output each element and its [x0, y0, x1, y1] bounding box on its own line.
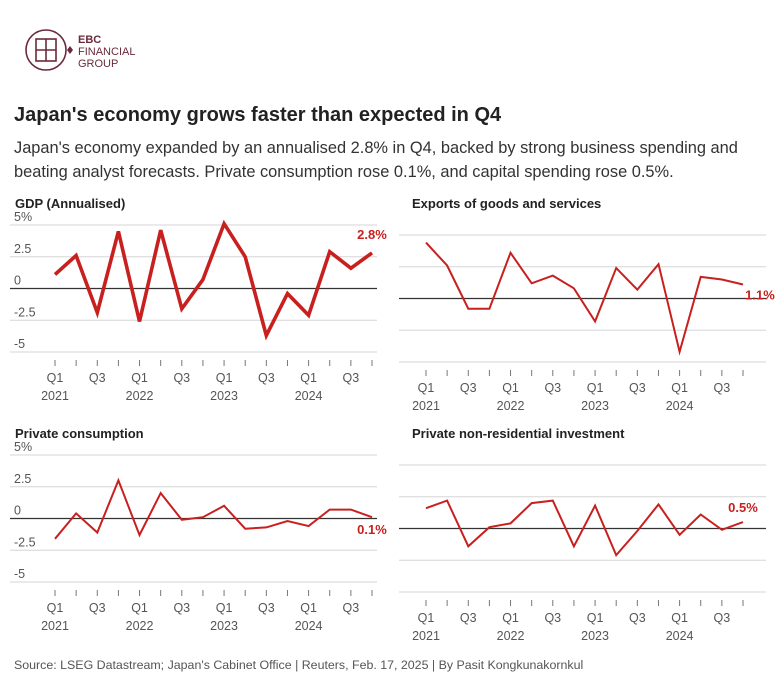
page-title: Japan's economy grows faster than expect…	[14, 104, 502, 126]
x-year-label: 2023	[210, 389, 238, 403]
x-year-label: 2021	[412, 399, 440, 413]
x-tick-label: Q3	[714, 611, 731, 625]
end-value-label: 0.5%	[728, 500, 758, 515]
series-line	[53, 219, 374, 341]
x-tick-label: Q3	[89, 601, 106, 615]
x-tick-label: Q3	[460, 381, 477, 395]
brand-line-3: GROUP	[78, 58, 119, 70]
x-year-label: 2024	[666, 629, 694, 643]
x-year-label: 2021	[412, 629, 440, 643]
ebc-logo	[25, 29, 73, 71]
x-year-label: 2022	[126, 619, 154, 633]
y-tick-label: 5%	[14, 440, 32, 454]
x-tick-label: Q1	[418, 381, 435, 395]
x-tick-label: Q1	[502, 381, 519, 395]
x-tick-label: Q3	[173, 371, 190, 385]
y-tick-label: 2.5	[14, 472, 31, 486]
chart-investment: Private non-residential investment Q1 Q3 Q1…	[399, 426, 766, 643]
x-tick-label: Q3	[629, 611, 646, 625]
x-year-label: 2024	[295, 619, 323, 633]
brand-line-2: FINANCIAL	[78, 46, 136, 58]
x-tick-label: Q1	[418, 611, 435, 625]
x-year-label: 2023	[210, 619, 238, 633]
x-year-label: 2023	[581, 399, 609, 413]
x-tick-label: Q3	[544, 611, 561, 625]
x-tick-label: Q3	[258, 371, 275, 385]
y-tick-label: 2.5	[14, 242, 31, 256]
x-tick-label: Q3	[714, 381, 731, 395]
x-year-label: 2022	[497, 629, 525, 643]
x-tick-label: Q3	[173, 601, 190, 615]
x-year-label: 2021	[41, 389, 69, 403]
chart-title: Private non-residential investment	[412, 426, 625, 441]
x-tick-label: Q1	[47, 601, 64, 615]
x-year-label: 2024	[666, 399, 694, 413]
x-tick-label: Q1	[131, 601, 148, 615]
chart-exports: Exports of goods and services Q1 Q3 Q1 Q3 Q1 Q…	[399, 196, 775, 413]
x-tick-label: Q1	[671, 611, 688, 625]
end-value-label: 0.1%	[357, 522, 387, 537]
chart-title: Private consumption	[15, 426, 144, 441]
end-value-label: 2.8%	[357, 227, 387, 242]
x-year-label: 2023	[581, 629, 609, 643]
end-value-label: 1.1%	[745, 288, 775, 303]
chart-title: Exports of goods and services	[412, 196, 601, 211]
x-tick-label: Q3	[629, 381, 646, 395]
series-line	[54, 477, 373, 540]
x-tick-label: Q3	[343, 601, 360, 615]
chart-gdp: GDP (Annualised)5% 2.5 0 -2.5 -5 Q1 Q3 Q1 Q3 Q1 Q3…	[10, 196, 387, 403]
x-tick-label: Q1	[131, 371, 148, 385]
y-tick-label: 0	[14, 504, 21, 518]
x-year-label: 2021	[41, 619, 69, 633]
brand-line-1: EBC	[78, 34, 102, 46]
x-tick-label: Q1	[671, 381, 688, 395]
x-year-label: 2022	[497, 399, 525, 413]
x-year-label: 2024	[295, 389, 323, 403]
x-tick-label: Q1	[47, 371, 64, 385]
x-tick-label: Q1	[587, 381, 604, 395]
y-tick-label: 5%	[14, 210, 32, 224]
x-tick-label: Q1	[216, 371, 233, 385]
x-year-label: 2022	[126, 389, 154, 403]
source-note: Source: LSEG Datastream; Japan's Cabinet…	[14, 658, 584, 672]
y-tick-label: 0	[14, 274, 21, 288]
series-line	[425, 499, 744, 558]
y-tick-label: -2.5	[14, 535, 36, 549]
chart-title: GDP (Annualised)	[15, 196, 125, 211]
x-tick-label: Q1	[502, 611, 519, 625]
x-tick-label: Q1	[300, 601, 317, 615]
x-tick-label: Q3	[343, 371, 360, 385]
x-tick-label: Q3	[89, 371, 106, 385]
page-subtitle: Japan's economy expanded by an annualise…	[14, 139, 738, 181]
series-line	[425, 241, 744, 356]
x-tick-label: Q3	[258, 601, 275, 615]
x-tick-label: Q1	[216, 601, 233, 615]
x-tick-label: Q1	[300, 371, 317, 385]
x-tick-label: Q3	[460, 611, 477, 625]
y-tick-label: -5	[14, 567, 25, 581]
y-tick-label: -2.5	[14, 305, 36, 319]
x-tick-label: Q3	[544, 381, 561, 395]
brand-name: EBC FINANCIAL GROUP	[78, 34, 135, 70]
x-tick-label: Q1	[587, 611, 604, 625]
y-tick-label: -5	[14, 337, 25, 351]
